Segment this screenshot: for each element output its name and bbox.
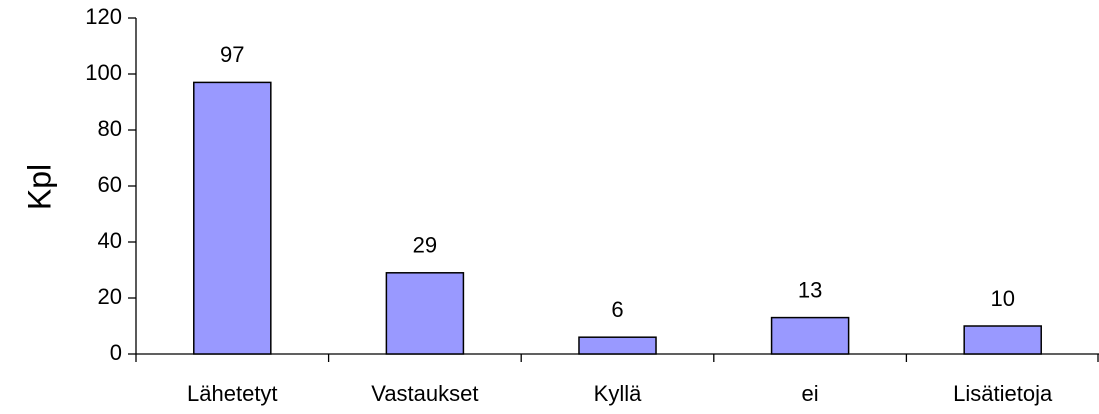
data-label: 10 (990, 286, 1014, 311)
y-tick-label: 20 (98, 284, 122, 309)
y-tick-label: 40 (98, 228, 122, 253)
x-tick-label: ei (802, 381, 819, 406)
bar (193, 81, 272, 355)
bar (578, 336, 657, 355)
y-tick-label: 120 (85, 4, 122, 29)
x-tick-label: Kyllä (594, 381, 642, 406)
bar (963, 325, 1042, 355)
x-tick-label: Lisätietoja (953, 381, 1053, 406)
bar (770, 316, 850, 355)
data-label: 6 (611, 297, 623, 322)
y-tick-label: 0 (110, 340, 122, 365)
y-tick-label: 100 (85, 60, 122, 85)
y-tick-label: 80 (98, 116, 122, 141)
data-label: 13 (798, 277, 822, 302)
y-axis-label: Kpl (21, 164, 57, 210)
data-label: 29 (413, 233, 437, 258)
data-label: 97 (220, 42, 244, 67)
y-tick-label: 60 (98, 172, 122, 197)
x-tick-label: Vastaukset (371, 381, 478, 406)
bar (385, 272, 465, 355)
x-tick-label: Lähetetyt (187, 381, 278, 406)
